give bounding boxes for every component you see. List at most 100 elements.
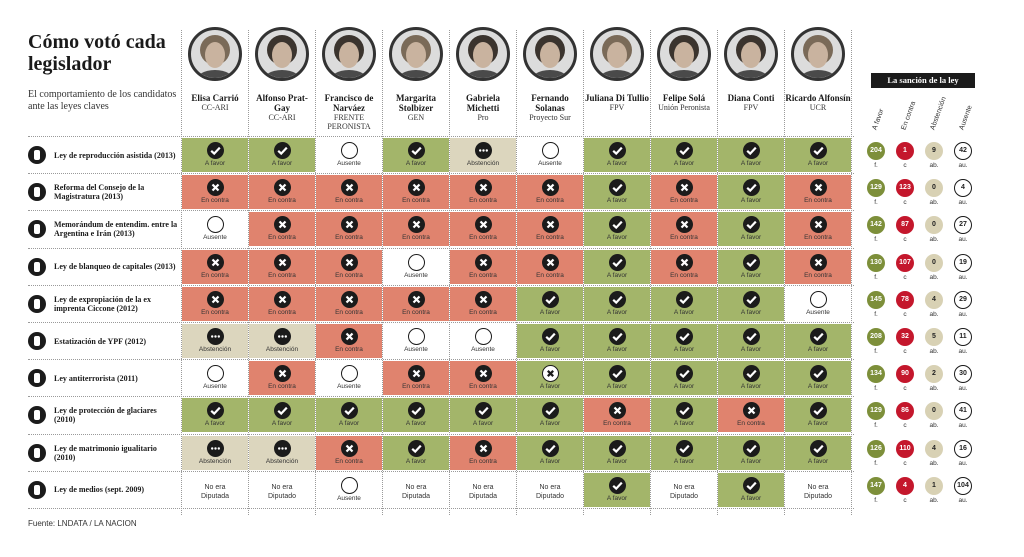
law-name: Ley de medios (sept. 2009) (54, 485, 144, 495)
vote-label: En contra (268, 383, 296, 391)
count-abst: 4 (925, 290, 943, 309)
ellipsis-icon (273, 439, 291, 457)
empty-circle-icon (541, 142, 559, 159)
count-suffix: c (903, 236, 907, 244)
vote-cell: A favor (383, 398, 449, 433)
legislator-header: Felipe Solá Unión Peronista (651, 27, 717, 112)
vote-cell: A favor (517, 435, 583, 470)
column-divider (315, 30, 316, 515)
avatar (598, 35, 636, 78)
legislator-photo (255, 27, 309, 81)
vote-label: En contra (268, 197, 296, 205)
check-icon (407, 402, 425, 420)
count-suffix: f. (874, 385, 878, 393)
count-suffix: c (903, 199, 907, 207)
ellipsis-icon (206, 328, 224, 345)
row-divider (28, 470, 854, 472)
count-suffix: au. (958, 162, 968, 169)
count-suffix: au. (958, 310, 968, 318)
cross-icon (608, 402, 626, 420)
vote-cell: A favor (450, 398, 516, 433)
count-suffix: f. (874, 199, 878, 207)
cross-icon (273, 216, 291, 234)
avatar (196, 35, 234, 78)
vote-label: En contra (335, 271, 363, 279)
vote-label: En contra (201, 308, 229, 316)
check-icon (742, 253, 760, 271)
cross-icon (474, 290, 492, 308)
vote-cell: A favor (785, 138, 851, 172)
vote-label: A favor (807, 346, 829, 353)
empty-circle-icon (340, 476, 358, 494)
count-header-contra: En contra (900, 100, 918, 131)
vote-label: A favor (740, 346, 762, 353)
vote-label: A favor (204, 160, 226, 167)
vote-cell: A favor (517, 361, 583, 396)
count-suffix: c (903, 348, 907, 355)
vote-cell: A favor (584, 138, 650, 172)
count-suffix: ab. (929, 496, 939, 504)
vote-cell: A favor (249, 398, 315, 433)
legislator-name: Juliana Di Tullio (584, 93, 650, 103)
empty-circle-icon (809, 290, 827, 308)
avatar (397, 35, 435, 78)
column-divider (650, 30, 651, 515)
not-deputy-label: No era Diputado (249, 483, 315, 501)
vote-label: En contra (737, 420, 765, 428)
empty-circle-icon (474, 328, 492, 345)
count-suffix: ab. (929, 459, 939, 467)
vote-label: En contra (469, 234, 497, 242)
count-aus: 27 (954, 216, 972, 235)
vote-label: En contra (536, 197, 564, 205)
vote-cell: A favor (718, 175, 784, 210)
page-subtitle: El comportamiento de los candidatos ante… (28, 89, 177, 112)
check-icon (809, 328, 827, 345)
vote-label: En contra (804, 271, 832, 279)
vote-label: En contra (536, 271, 564, 279)
count-suffix: f. (874, 422, 878, 430)
count-suffix: c (903, 459, 907, 467)
vote-cell: A favor (651, 138, 717, 172)
legislator-photo (456, 27, 510, 81)
empty-circle-icon (340, 142, 358, 159)
money-icon (28, 294, 46, 313)
vote-label: A favor (539, 346, 561, 353)
vote-cell: Ausente (316, 138, 382, 172)
cross-icon (675, 253, 693, 271)
check-icon (809, 402, 827, 420)
vote-label: En contra (469, 383, 497, 391)
vote-label: Ausente (806, 308, 830, 316)
legislator-name: Alfonso Prat-Gay (256, 93, 308, 113)
vote-label: A favor (673, 346, 695, 353)
cross-icon (340, 328, 358, 345)
law-name: Ley de matrimonio igualitario (2010) (54, 443, 157, 462)
oil-pump-icon (28, 332, 46, 350)
legislator-name: Elisa Carrió (191, 93, 239, 103)
legislator-name: Felipe Solá (662, 93, 706, 103)
count-suffix: c (903, 422, 907, 430)
vote-label: A favor (539, 308, 561, 316)
vote-cell: En contra (316, 435, 382, 470)
vote-cell: A favor (651, 435, 717, 470)
check-icon (273, 142, 291, 159)
empty-circle-icon (407, 328, 425, 345)
count-favor: 129 (867, 179, 885, 198)
count-suffix: f. (874, 459, 878, 467)
not-deputy-label: No era Diputada (383, 483, 449, 501)
vote-label: A favor (673, 457, 695, 465)
count-suffix: au. (958, 385, 968, 393)
row-divider (28, 284, 854, 286)
law-row-label: Ley de reproducción asistida (2013) (28, 137, 180, 173)
law-name: Ley de expropiación de la ex imprenta Ci… (54, 294, 151, 313)
not-deputy-line: No era (472, 483, 494, 491)
count-abst: 1 (925, 476, 943, 495)
vote-cell: En contra (383, 212, 449, 247)
vote-cell: En contra (249, 175, 315, 210)
vote-label: En contra (804, 197, 832, 205)
person-icon (28, 146, 46, 164)
count-abst: 0 (925, 216, 943, 235)
count-abst: 9 (925, 142, 943, 160)
cross-icon (206, 290, 224, 308)
vote-cell: Abstención (249, 324, 315, 358)
vote-cell: A favor (383, 138, 449, 172)
